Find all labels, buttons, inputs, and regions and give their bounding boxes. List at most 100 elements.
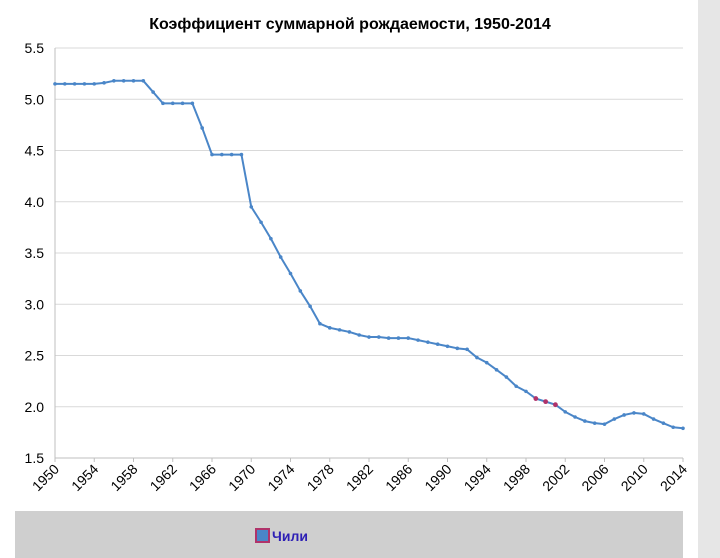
data-point[interactable] [465,347,469,352]
data-point[interactable] [337,328,342,332]
data-point[interactable] [53,82,57,86]
legend-swatch [255,528,270,543]
data-point[interactable] [426,340,430,344]
data-point[interactable] [82,82,87,86]
data-point[interactable] [269,236,273,241]
x-tick-label: 1954 [68,461,101,494]
legend-label: Чили [272,528,308,544]
data-point[interactable] [602,422,607,426]
data-point[interactable] [612,417,617,421]
chart-title: Коэффициент суммарной рождаемости, 1950-… [149,16,551,33]
data-point[interactable] [112,79,116,83]
legend[interactable]: Чили [255,528,308,544]
series-line [55,79,684,430]
data-point[interactable] [278,255,283,259]
x-tick-label: 1970 [225,461,258,494]
data-point[interactable] [445,344,450,349]
y-tick-label: 2.5 [25,348,45,364]
series-group [53,79,685,431]
data-point[interactable] [308,304,312,309]
x-tick-label: 1958 [107,461,140,494]
data-point[interactable] [573,415,577,419]
data-point[interactable] [210,152,214,157]
y-tick-label: 5.5 [25,40,45,56]
data-point[interactable] [239,152,244,157]
data-point[interactable] [220,152,224,157]
right-edge-band [698,0,720,558]
y-tick-label: 1.5 [25,450,45,466]
data-point[interactable] [298,289,303,293]
data-point[interactable] [249,205,254,209]
data-point[interactable] [563,410,568,414]
data-point[interactable] [200,126,204,130]
data-point[interactable] [533,396,539,401]
x-tick-label: 2002 [539,461,572,494]
data-point[interactable] [318,321,322,326]
data-point[interactable] [671,425,675,430]
data-point[interactable] [161,101,165,106]
data-point[interactable] [455,346,460,351]
x-tick-label: 1994 [461,461,494,494]
data-point[interactable] [504,375,509,379]
y-tick-label: 3.0 [25,296,45,312]
data-point[interactable] [121,79,126,83]
data-point[interactable] [553,402,558,408]
x-tick-label: 1978 [304,461,337,494]
data-point[interactable] [661,421,666,425]
legend-panel [15,511,683,558]
data-point[interactable] [190,101,195,106]
data-point[interactable] [681,426,685,431]
data-point[interactable] [377,335,381,339]
data-point[interactable] [347,330,352,334]
data-point[interactable] [514,384,518,389]
x-tick-label: 1974 [264,461,297,494]
data-point[interactable] [435,342,440,347]
data-point[interactable] [131,79,136,83]
y-tick-label: 2.0 [25,399,45,415]
data-point[interactable] [641,412,646,416]
data-point[interactable] [229,152,234,157]
data-point[interactable] [583,419,587,423]
data-point[interactable] [151,90,155,94]
x-tick-label: 1982 [343,461,376,494]
x-tick-label: 1990 [421,461,454,494]
data-point[interactable] [92,82,97,86]
x-axis: 1950 1954 1958 1962 1966 1970 1974 1978 1982 1986… [29,458,690,494]
data-point[interactable] [102,81,106,85]
x-tick-label: 1962 [147,461,180,494]
data-point[interactable] [484,360,489,365]
data-point[interactable] [406,336,411,340]
data-point[interactable] [180,101,185,106]
data-point[interactable] [170,101,175,106]
y-tick-label: 4.0 [25,194,45,210]
x-tick-label: 2006 [578,461,611,494]
x-tick-label: 1966 [186,461,219,494]
y-tick-label: 5.0 [25,91,45,107]
data-point[interactable] [416,338,420,342]
data-point[interactable] [622,413,626,417]
data-point[interactable] [396,336,401,340]
data-point[interactable] [632,411,636,415]
data-point[interactable] [494,368,499,372]
data-point[interactable] [524,389,528,394]
data-point[interactable] [651,417,656,421]
y-axis: 1.5 2.0 2.5 3.0 3.5 4.0 4.5 5.0 5.5 [25,40,45,466]
data-point[interactable] [386,336,391,340]
data-point[interactable] [141,79,146,83]
y-tick-label: 3.5 [25,245,45,261]
data-point[interactable] [327,326,332,330]
x-tick-label: 2014 [657,461,690,494]
data-point[interactable] [367,335,371,339]
data-point[interactable] [475,355,479,360]
data-point[interactable] [592,421,597,425]
data-point[interactable] [259,220,263,225]
y-tick-label: 4.5 [25,143,45,159]
grid [54,47,683,459]
data-point[interactable] [288,271,293,276]
data-point[interactable] [63,82,67,86]
x-tick-label: 2010 [618,461,651,494]
data-point[interactable] [543,399,549,405]
data-point[interactable] [357,333,361,337]
data-point[interactable] [72,82,77,86]
